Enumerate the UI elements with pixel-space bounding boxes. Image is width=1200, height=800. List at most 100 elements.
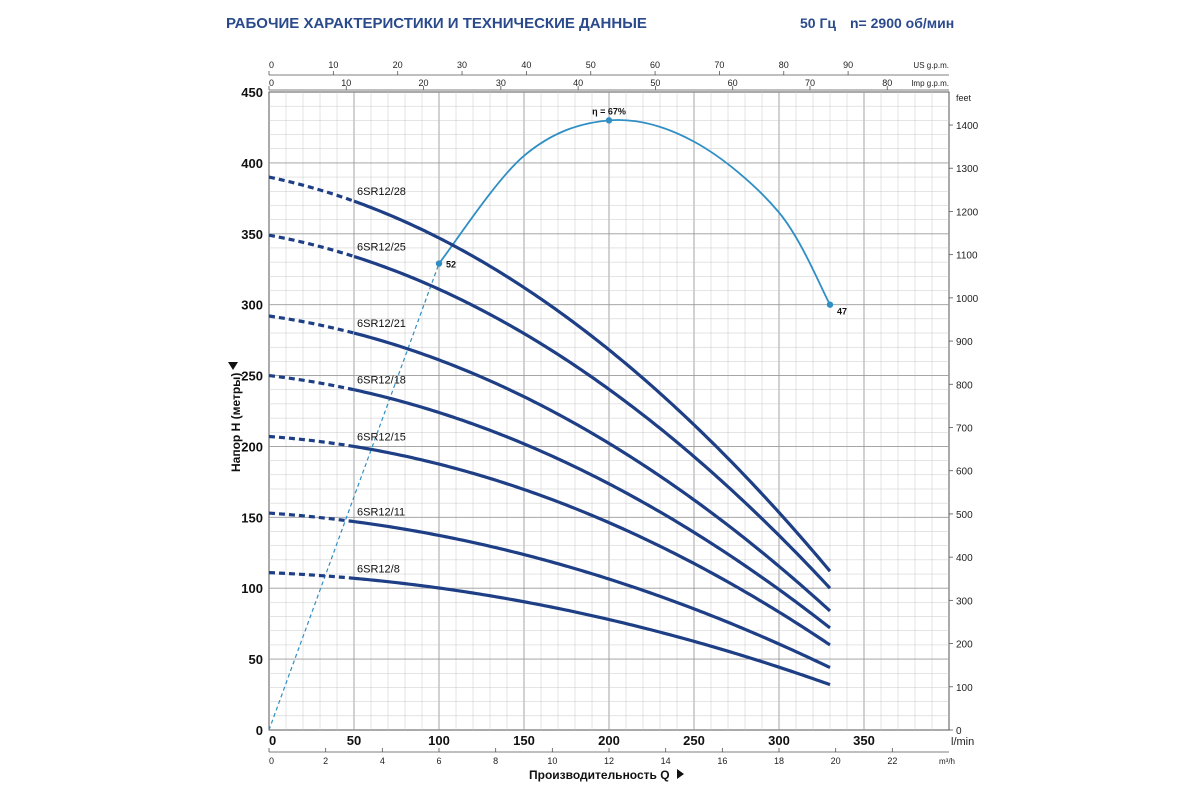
x-tick-label: 50 xyxy=(347,733,361,748)
feet-unit-label: feet xyxy=(956,93,972,103)
m3h-tick-label: 2 xyxy=(323,756,328,766)
efficiency-curve xyxy=(438,119,831,306)
feet-tick-label: 700 xyxy=(956,424,973,435)
feet-tick-label: 200 xyxy=(956,640,973,651)
y-tick-label: 350 xyxy=(241,227,263,242)
pump-curve-dashed xyxy=(268,434,355,449)
us-gpm-tick-label: 90 xyxy=(843,60,853,70)
imp-gpm-tick-label: 0 xyxy=(269,78,274,88)
imp-gpm-tick-label: 10 xyxy=(341,78,351,88)
y-tick-label: 300 xyxy=(241,298,263,313)
y-axis-arrow-icon xyxy=(228,362,238,370)
us-gpm-tick-label: 30 xyxy=(457,60,467,70)
chart-title: РАБОЧИЕ ХАРАКТЕРИСТИКИ И ТЕХНИЧЕСКИЕ ДАН… xyxy=(226,15,647,32)
pump-curve xyxy=(353,444,831,647)
efficiency-marker xyxy=(435,260,443,267)
pump-curve xyxy=(353,520,831,670)
us-gpm-tick-label: 0 xyxy=(269,60,274,70)
m3h-tick-label: 10 xyxy=(547,756,557,766)
pump-curve xyxy=(353,576,831,687)
feet-tick-label: 900 xyxy=(956,337,973,348)
speed-label: n= 2900 об/мин xyxy=(850,15,954,31)
m3h-tick-label: 6 xyxy=(436,756,441,766)
pump-curve-dashed xyxy=(268,373,355,392)
us-gpm-tick-label: 50 xyxy=(586,60,596,70)
pump-curve-dashed xyxy=(268,571,355,580)
pump-curves: 6SR12/28 6SR12/25 6SR12/21 6SR12/18 6SR12/15… xyxy=(268,175,832,687)
m3h-tick-label: 20 xyxy=(831,756,841,766)
m3h-tick-label: 22 xyxy=(887,756,897,766)
feet-tick-label: 1300 xyxy=(956,164,979,175)
feet-tick-label: 1000 xyxy=(956,294,979,305)
feet-tick-label: 800 xyxy=(956,380,973,391)
pump-curve-dashed xyxy=(268,511,355,524)
y-tick-label: 150 xyxy=(241,510,263,525)
us-gpm-tick-label: 60 xyxy=(650,60,660,70)
imp-gpm-tick-label: 60 xyxy=(728,78,738,88)
pump-curve-label: 6SR12/15 xyxy=(357,431,406,443)
pump-curve-label: 6SR12/25 xyxy=(357,241,406,253)
feet-tick-label: 100 xyxy=(956,683,973,694)
pump-curve-label: 6SR12/8 xyxy=(357,563,400,575)
m3h-tick-label: 12 xyxy=(604,756,614,766)
x-tick-label: 250 xyxy=(683,733,705,748)
m3h-tick-label: 14 xyxy=(661,756,671,766)
us-gpm-tick-label: 40 xyxy=(521,60,531,70)
us-gpm-tick-label: 70 xyxy=(714,60,724,70)
x-unit-label: l/min xyxy=(951,736,974,748)
us-gpm-tick-label: 20 xyxy=(393,60,403,70)
y-tick-label: 100 xyxy=(241,581,263,596)
m3h-tick-label: 8 xyxy=(493,756,498,766)
pump-curve-dashed xyxy=(268,175,355,203)
y-tick-label: 250 xyxy=(241,369,263,384)
imp-gpm-tick-label: 80 xyxy=(882,78,892,88)
imp-gpm-tick-label: 20 xyxy=(419,78,429,88)
pump-curve xyxy=(353,254,832,590)
efficiency-marker xyxy=(605,117,613,124)
y-tick-label: 0 xyxy=(256,723,263,738)
pump-curve-dashed xyxy=(268,233,355,258)
m3h-tick-label: 16 xyxy=(717,756,727,766)
x-tick-label: 0 xyxy=(269,733,276,748)
imp-gpm-tick-label: 40 xyxy=(573,78,583,88)
efficiency-marker-label: η = 67% xyxy=(592,106,626,116)
m3h-unit-label: m³/h xyxy=(939,757,955,766)
feet-tick-label: 0 xyxy=(956,726,962,737)
m3h-tick-label: 0 xyxy=(269,756,274,766)
pump-curve-label: 6SR12/28 xyxy=(357,186,406,198)
efficiency-curve-dashed xyxy=(268,263,440,731)
y-axis-title: Напор H (метры) xyxy=(229,373,243,472)
pump-curve xyxy=(353,388,831,630)
feet-tick-label: 400 xyxy=(956,553,973,564)
feet-tick-label: 1400 xyxy=(956,121,979,132)
efficiency-curve-group: 52 η = 67% 47 xyxy=(268,106,847,731)
efficiency-marker-label: 47 xyxy=(837,307,847,317)
pump-curve-dashed xyxy=(268,314,355,335)
x-tick-label: 150 xyxy=(513,733,535,748)
y-tick-label: 50 xyxy=(249,652,263,667)
m3h-tick-label: 4 xyxy=(380,756,385,766)
m3h-tick-label: 18 xyxy=(774,756,784,766)
x-tick-label: 350 xyxy=(853,733,875,748)
x-axis-title: Производительность Q xyxy=(529,768,670,782)
x-tick-label: 200 xyxy=(598,733,620,748)
x-tick-label: 300 xyxy=(768,733,790,748)
y-tick-label: 450 xyxy=(241,85,263,100)
pump-curve xyxy=(353,199,832,573)
imp-gpm-unit-label: Imp g.p.m. xyxy=(911,79,949,88)
x-tick-label: 100 xyxy=(428,733,450,748)
feet-tick-label: 600 xyxy=(956,467,973,478)
feet-tick-label: 500 xyxy=(956,510,973,521)
pump-curve-label: 6SR12/18 xyxy=(357,375,406,387)
pump-curve-label: 6SR12/11 xyxy=(357,507,405,519)
imp-gpm-tick-label: 70 xyxy=(805,78,815,88)
us-gpm-tick-label: 10 xyxy=(328,60,338,70)
us-gpm-unit-label: US g.p.m. xyxy=(913,61,949,70)
pump-curve xyxy=(353,331,832,613)
us-gpm-tick-label: 80 xyxy=(779,60,789,70)
imp-gpm-tick-label: 30 xyxy=(496,78,506,88)
pump-curve-label: 6SR12/21 xyxy=(357,318,406,330)
y-tick-label: 400 xyxy=(241,156,263,171)
